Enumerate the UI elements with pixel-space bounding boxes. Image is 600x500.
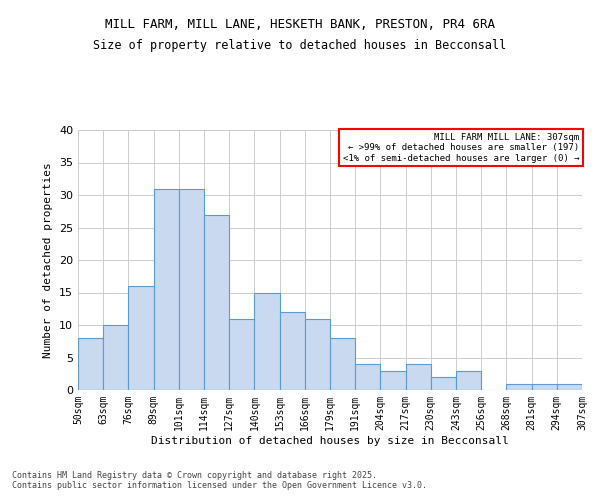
Bar [330,338,355,390]
Text: Size of property relative to detached houses in Becconsall: Size of property relative to detached ho… [94,39,506,52]
Bar [431,377,456,390]
Bar [254,292,280,390]
Bar [355,364,380,390]
Bar [532,384,557,390]
Bar [456,370,481,390]
X-axis label: Distribution of detached houses by size in Becconsall: Distribution of detached houses by size … [151,436,509,446]
Bar [103,325,128,390]
Bar [179,188,204,390]
Bar [154,188,179,390]
Bar [128,286,154,390]
Bar [280,312,305,390]
Bar [557,384,582,390]
Bar [78,338,103,390]
Bar [305,318,330,390]
Text: Contains HM Land Registry data © Crown copyright and database right 2025.
Contai: Contains HM Land Registry data © Crown c… [12,470,427,490]
Bar [406,364,431,390]
Text: MILL FARM, MILL LANE, HESKETH BANK, PRESTON, PR4 6RA: MILL FARM, MILL LANE, HESKETH BANK, PRES… [105,18,495,30]
Bar [204,214,229,390]
Text: MILL FARM MILL LANE: 307sqm
← >99% of detached houses are smaller (197)
<1% of s: MILL FARM MILL LANE: 307sqm ← >99% of de… [343,133,579,162]
Bar [380,370,406,390]
Bar [229,318,254,390]
Bar [506,384,532,390]
Y-axis label: Number of detached properties: Number of detached properties [43,162,53,358]
